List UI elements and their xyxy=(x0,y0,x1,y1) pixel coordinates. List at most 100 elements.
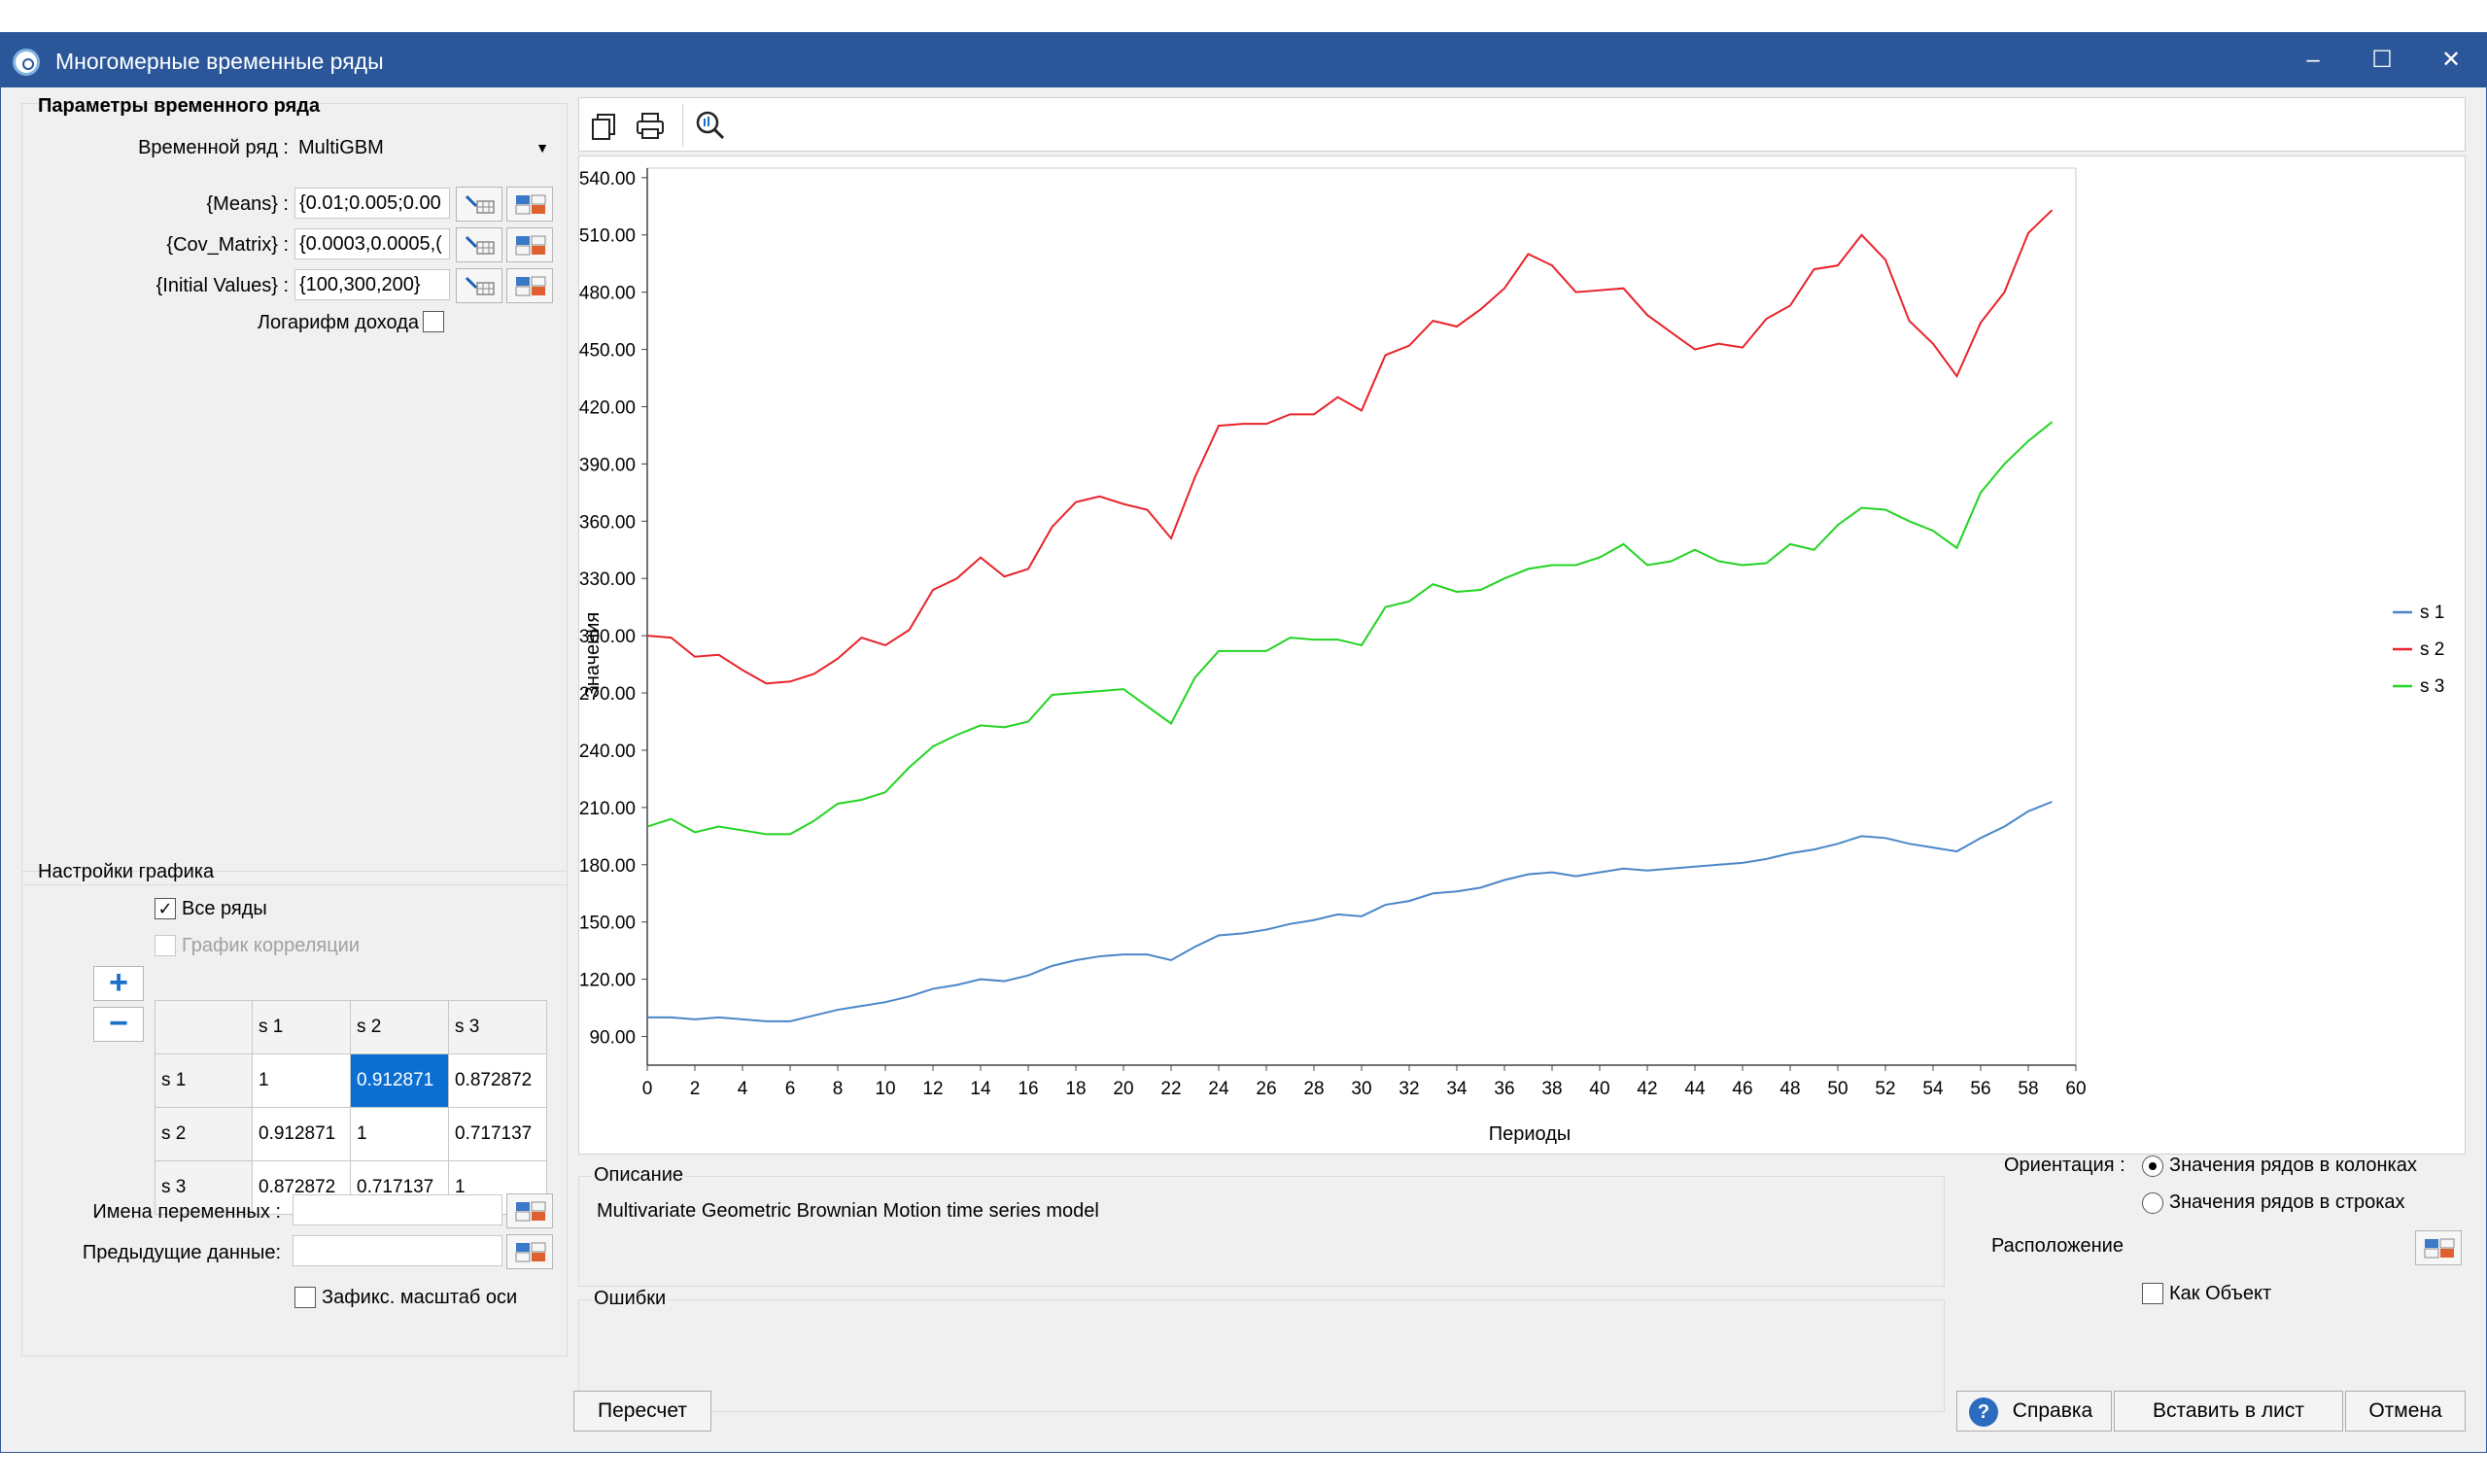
legend-label: s 3 xyxy=(2420,676,2444,697)
x-tick-label: 32 xyxy=(1399,1079,1419,1099)
x-tick-label: 26 xyxy=(1256,1079,1276,1099)
params-group-title: Параметры временного ряда xyxy=(38,95,321,117)
x-tick-label: 18 xyxy=(1065,1079,1086,1099)
matrix-col-header[interactable]: s 2 xyxy=(350,1000,449,1054)
cov-edit-button[interactable] xyxy=(456,227,502,262)
x-tick-label: 52 xyxy=(1875,1079,1895,1099)
copy-button[interactable] xyxy=(587,110,620,141)
corr-chart-checkbox[interactable] xyxy=(155,935,176,956)
means-field[interactable]: {0.01;0.005;0.00 xyxy=(294,188,450,219)
remove-row-button[interactable]: − xyxy=(93,1007,144,1042)
y-tick-label: 390.00 xyxy=(579,455,636,475)
log-label: Логарифм дохода xyxy=(257,312,419,333)
means-label: {Means} : xyxy=(206,193,289,215)
minimize-button[interactable]: – xyxy=(2306,47,2320,73)
init-range-button[interactable] xyxy=(506,268,553,303)
x-tick-label: 46 xyxy=(1732,1079,1752,1099)
insert-button[interactable]: Вставить в лист xyxy=(2114,1391,2343,1432)
y-tick-label: 360.00 xyxy=(579,512,636,533)
init-field[interactable]: {100,300,200} xyxy=(294,269,450,300)
correlation-matrix: s 1 s 2 s 3 s 1 1 0.912871 0.872872 s 2 … xyxy=(155,1000,547,1215)
orientation-columns-radio[interactable] xyxy=(2142,1156,2163,1177)
matrix-cell[interactable]: 1 xyxy=(252,1053,351,1108)
cov-field[interactable]: {0.0003,0.0005,( xyxy=(294,228,450,259)
close-button[interactable]: ✕ xyxy=(2440,47,2462,73)
title-bar: Многомерные временные ряды – ☐ ✕ xyxy=(1,33,2486,87)
matrix-col-header[interactable]: s 3 xyxy=(448,1000,547,1054)
toolbar-divider xyxy=(682,104,683,147)
x-tick-label: 40 xyxy=(1589,1079,1609,1099)
chart-settings-title: Настройки графика xyxy=(38,861,215,882)
y-tick-label: 90.00 xyxy=(589,1028,636,1049)
var-names-field[interactable] xyxy=(293,1194,502,1225)
dialog-window: Многомерные временные ряды – ☐ ✕ Парамет… xyxy=(0,32,2487,1453)
orientation-rows-radio[interactable] xyxy=(2142,1192,2163,1214)
recalc-button[interactable]: Пересчет xyxy=(573,1391,711,1432)
all-series-label: Все ряды xyxy=(182,898,267,919)
x-tick-label: 0 xyxy=(642,1079,653,1099)
chart-toolbar xyxy=(578,97,2466,152)
series-line-s3 xyxy=(646,421,2054,836)
y-tick-label: 180.00 xyxy=(579,856,636,877)
help-icon: ? xyxy=(1969,1398,1998,1427)
init-edit-button[interactable] xyxy=(456,268,502,303)
x-tick-label: 54 xyxy=(1922,1079,1944,1099)
orientation-columns-label: Значения рядов в колонках xyxy=(2169,1155,2417,1176)
description-title: Описание xyxy=(592,1164,686,1187)
placement-range-button[interactable] xyxy=(2415,1230,2462,1265)
series-dropdown[interactable]: MultiGBM ▼ xyxy=(294,133,557,162)
cov-range-button[interactable] xyxy=(506,227,553,262)
prev-data-range-button[interactable] xyxy=(506,1234,553,1269)
fix-scale-checkbox[interactable] xyxy=(294,1287,316,1308)
means-edit-button[interactable] xyxy=(456,187,502,222)
y-tick-label: 540.00 xyxy=(579,169,636,190)
var-names-range-button[interactable] xyxy=(506,1193,553,1228)
matrix-cell[interactable]: 0.717137 xyxy=(448,1107,547,1161)
copy-icon xyxy=(592,114,615,140)
means-range-button[interactable] xyxy=(506,187,553,222)
y-axis-label: Значения xyxy=(582,612,604,698)
y-tick-label: 480.00 xyxy=(579,284,636,304)
matrix-row-header[interactable]: s 2 xyxy=(155,1107,253,1161)
log-checkbox[interactable] xyxy=(423,311,444,332)
params-group xyxy=(21,103,568,885)
matrix-cell[interactable]: 1 xyxy=(350,1107,449,1161)
print-button[interactable] xyxy=(634,110,667,141)
matrix-cell[interactable]: 0.912871 xyxy=(252,1107,351,1161)
range-select-icon xyxy=(515,194,546,215)
x-tick-label: 50 xyxy=(1827,1079,1848,1099)
maximize-button[interactable]: ☐ xyxy=(2371,47,2393,73)
matrix-header-row: s 1 s 2 s 3 xyxy=(155,1000,547,1054)
x-tick-label: 36 xyxy=(1494,1079,1514,1099)
prev-data-field[interactable] xyxy=(293,1235,502,1266)
matrix-row-header[interactable]: s 3 xyxy=(155,1160,253,1215)
placement-label: Расположение xyxy=(1991,1235,2124,1257)
cancel-button[interactable]: Отмена xyxy=(2345,1391,2466,1432)
x-tick-label: 44 xyxy=(1684,1079,1706,1099)
matrix-col-header[interactable]: s 1 xyxy=(252,1000,351,1054)
description-group xyxy=(578,1176,1945,1287)
series-line-s2 xyxy=(646,209,2054,685)
x-tick-label: 34 xyxy=(1446,1079,1468,1099)
x-tick-label: 2 xyxy=(690,1079,701,1099)
x-tick-label: 38 xyxy=(1541,1079,1562,1099)
cov-label: {Cov_Matrix} : xyxy=(166,234,289,256)
matrix-cell-selected[interactable]: 0.912871 xyxy=(350,1053,449,1108)
add-row-button[interactable]: + xyxy=(93,966,144,1001)
help-button[interactable]: ? Справка xyxy=(1956,1391,2112,1432)
x-tick-label: 4 xyxy=(738,1079,748,1099)
init-label: {Initial Values} : xyxy=(155,275,289,296)
all-series-checkbox[interactable]: ✓ xyxy=(155,898,176,919)
matrix-row-header[interactable]: s 1 xyxy=(155,1053,253,1108)
range-select-icon xyxy=(515,1242,546,1262)
line-chart: 0 2 4 6 8 10 12 14 16 18 20 22 24 26 28 30 32 34 36 38 40 42 4… xyxy=(579,167,2444,1145)
as-object-checkbox[interactable] xyxy=(2142,1283,2163,1304)
edit-table-icon xyxy=(465,276,495,295)
y-tick-label: 300.00 xyxy=(579,627,636,647)
errors-title: Ошибки xyxy=(592,1288,669,1310)
range-select-icon xyxy=(515,276,546,296)
matrix-cell[interactable]: 0.872872 xyxy=(448,1053,547,1108)
x-tick-label: 16 xyxy=(1018,1079,1038,1099)
orientation-label: Ориентация : xyxy=(2004,1155,2125,1176)
zoom-button[interactable] xyxy=(694,110,727,141)
